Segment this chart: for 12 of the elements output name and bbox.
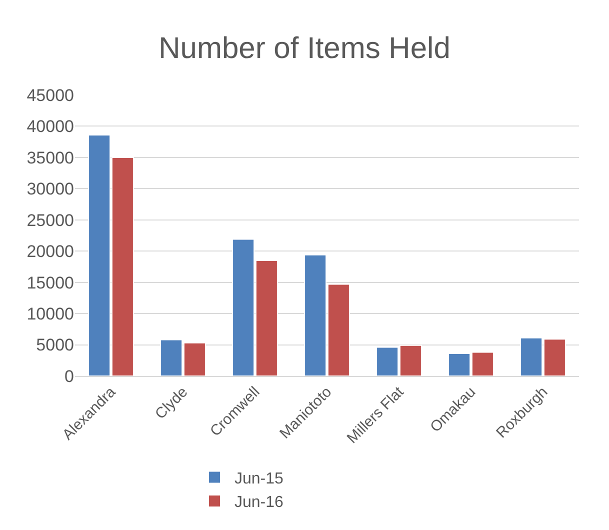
y-tick-label: 20000	[26, 242, 74, 262]
y-tick-label: 40000	[26, 117, 74, 136]
chart-title: Number of Items Held	[158, 32, 450, 66]
y-tick-label: 45000	[26, 86, 74, 105]
y-tick-label: 30000	[26, 180, 74, 199]
y-tick-label: 35000	[26, 148, 74, 168]
y-tick-label: 25000	[26, 210, 74, 230]
legend-label: Jun-15	[234, 470, 284, 488]
y-tick-label: 15000	[26, 273, 74, 292]
y-tick-label: 5000	[36, 336, 74, 355]
y-tick-label: 10000	[26, 304, 74, 324]
y-tick-label: 0	[64, 366, 74, 386]
